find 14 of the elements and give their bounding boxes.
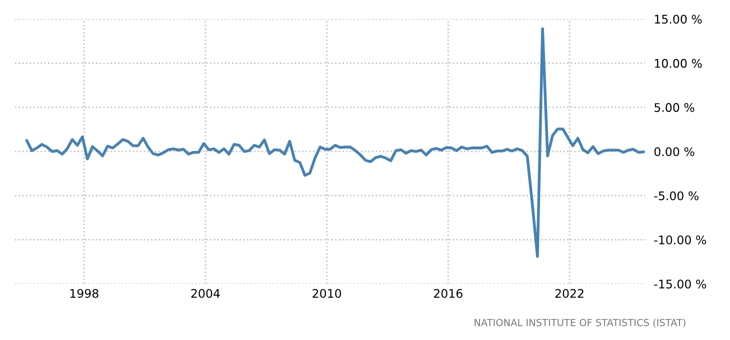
x-tick-label: 2016 [434, 288, 462, 298]
x-tick-label: 2010 [312, 288, 342, 298]
x-tick-label: 2004 [191, 288, 220, 298]
line-series [25, 27, 646, 258]
y-tick-label: -5.00 % [654, 191, 699, 200]
y-tick-label: -15.00 % [654, 280, 706, 289]
x-tick-label: 1998 [70, 288, 98, 298]
y-tick-label: 10.00 % [654, 58, 702, 68]
y-tick-label: 0.00 % [654, 147, 694, 156]
y-tick-label: 5.00 % [654, 103, 694, 112]
y-tick-label: 15.00 % [654, 14, 702, 24]
y-tick-label: -10.00 % [654, 235, 706, 244]
x-tick-label: 2022 [555, 288, 584, 298]
text: NATIONAL INSTITUTE OF STATISTICS (ISTAT) [474, 318, 686, 328]
